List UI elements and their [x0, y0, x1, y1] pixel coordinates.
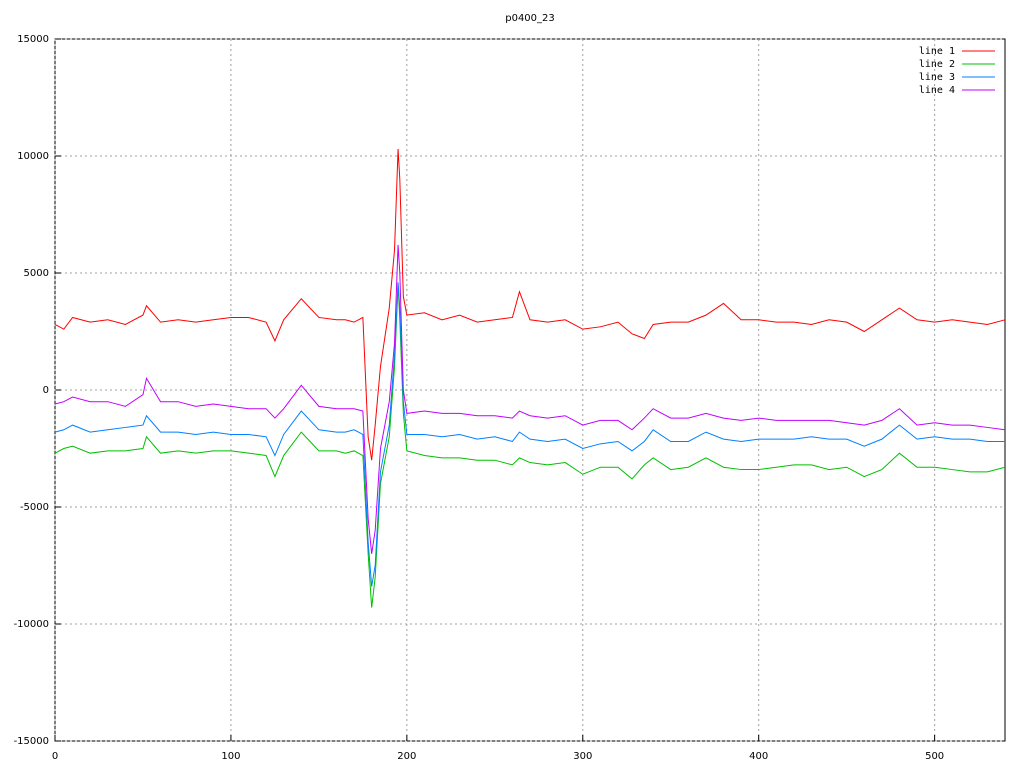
legend-label: line 4 [919, 85, 955, 96]
x-tick-label: 300 [573, 751, 592, 762]
legend-label: line 1 [919, 46, 955, 57]
series-line [54, 284, 1006, 608]
x-tick-label: 100 [221, 751, 240, 762]
series-line [54, 148, 1006, 461]
series-line [54, 244, 1006, 554]
legend-label: line 3 [919, 72, 955, 83]
legend-label: line 2 [919, 59, 955, 70]
series-line [54, 282, 1005, 587]
y-tick-label: 10000 [17, 151, 49, 162]
y-tick-label: -15000 [14, 736, 49, 747]
x-tick-label: 0 [52, 751, 58, 762]
x-tick-label: 200 [397, 751, 416, 762]
y-tick-label: 5000 [24, 268, 49, 279]
y-tick-label: -10000 [14, 619, 49, 630]
chart-title: p0400_23 [505, 13, 555, 24]
y-tick-label: 15000 [17, 34, 49, 45]
y-tick-label: 0 [43, 385, 49, 396]
x-tick-label: 400 [749, 751, 768, 762]
x-tick-label: 500 [925, 751, 944, 762]
y-tick-label: -5000 [20, 502, 49, 513]
